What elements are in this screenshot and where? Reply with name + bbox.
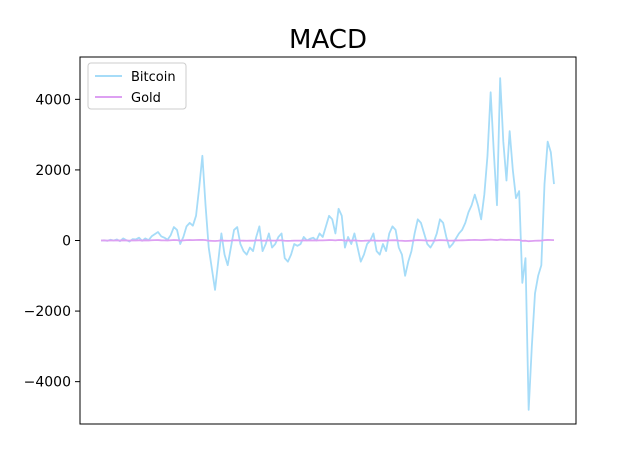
y-axis: −4000 −2000 0 2000 4000 bbox=[24, 92, 80, 391]
plot-area bbox=[100, 77, 555, 411]
chart-title: MACD bbox=[289, 25, 367, 55]
y-tick-label: 4000 bbox=[35, 92, 71, 108]
series-line-bitcoin bbox=[100, 77, 555, 411]
legend-label-bitcoin: Bitcoin bbox=[131, 70, 176, 85]
y-tick-label: −2000 bbox=[24, 304, 71, 320]
legend-label-gold: Gold bbox=[131, 91, 161, 106]
series-line-gold bbox=[100, 238, 555, 243]
y-tick-label: 0 bbox=[62, 234, 71, 250]
y-tick-label: −4000 bbox=[24, 375, 71, 391]
plot-frame bbox=[79, 56, 577, 425]
legend: Bitcoin Gold bbox=[87, 62, 187, 110]
y-tick-label: 2000 bbox=[35, 163, 71, 179]
